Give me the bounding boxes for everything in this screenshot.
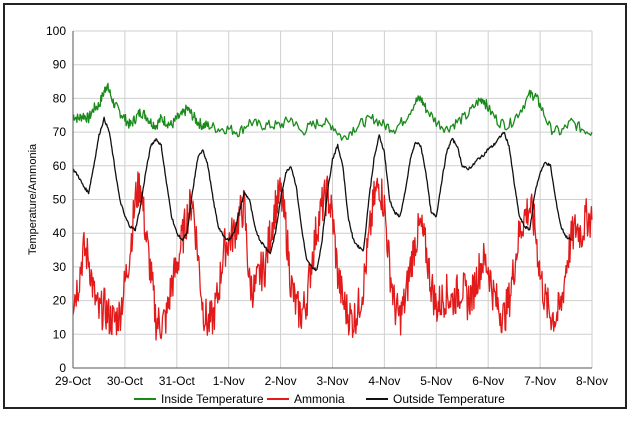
x-tick-label: 7-Nov [524, 374, 556, 388]
y-tick-label: 10 [53, 327, 67, 341]
series-lines [72, 82, 593, 341]
x-tick-label: 31-Oct [159, 374, 196, 388]
y-tick-label: 90 [53, 58, 67, 72]
legend: Inside Temperature Ammonia Outside Tempera… [134, 392, 505, 406]
x-tick-label: 30-Oct [107, 374, 144, 388]
y-tick-label: 20 [53, 294, 67, 308]
x-tick-label: 4-Nov [368, 374, 400, 388]
x-tick-label: 8-Nov [576, 374, 608, 388]
y-tick-label: 70 [53, 125, 67, 139]
y-axis-title: Temperature/Ammonia [27, 143, 39, 255]
axes [72, 31, 592, 369]
y-tick-label: 30 [53, 260, 67, 274]
x-tick-label: 2-Nov [265, 374, 297, 388]
y-tick-label: 0 [59, 361, 66, 375]
y-tick-label: 50 [53, 193, 67, 207]
y-tick-label: 100 [46, 24, 66, 38]
legend-label: Outside Temperature [393, 392, 505, 406]
y-tick-label: 40 [53, 226, 67, 240]
legend-label: Inside Temperature [161, 392, 264, 406]
y-tick-label: 60 [53, 159, 67, 173]
series-line-ammonia [72, 171, 593, 341]
y-tick-label: 80 [53, 91, 67, 105]
chart-frame [3, 3, 627, 409]
x-tick-label: 6-Nov [472, 374, 504, 388]
grid-lines [72, 30, 593, 369]
series-line-outside-temperature [72, 116, 572, 272]
x-tick-labels: 29-Oct 30-Oct 31-Oct 1-Nov 2-Nov 3-Nov 4-Nov 5-… [55, 374, 608, 388]
x-tick-label: 5-Nov [420, 374, 452, 388]
x-tick-label: 1-Nov [213, 374, 245, 388]
legend-label: Ammonia [294, 392, 345, 406]
x-tick-label: 29-Oct [55, 374, 92, 388]
series-line-inside-temperature [72, 82, 593, 141]
x-tick-label: 3-Nov [316, 374, 348, 388]
y-tick-labels: 0 10 20 30 40 50 60 70 80 90 100 [46, 24, 66, 375]
